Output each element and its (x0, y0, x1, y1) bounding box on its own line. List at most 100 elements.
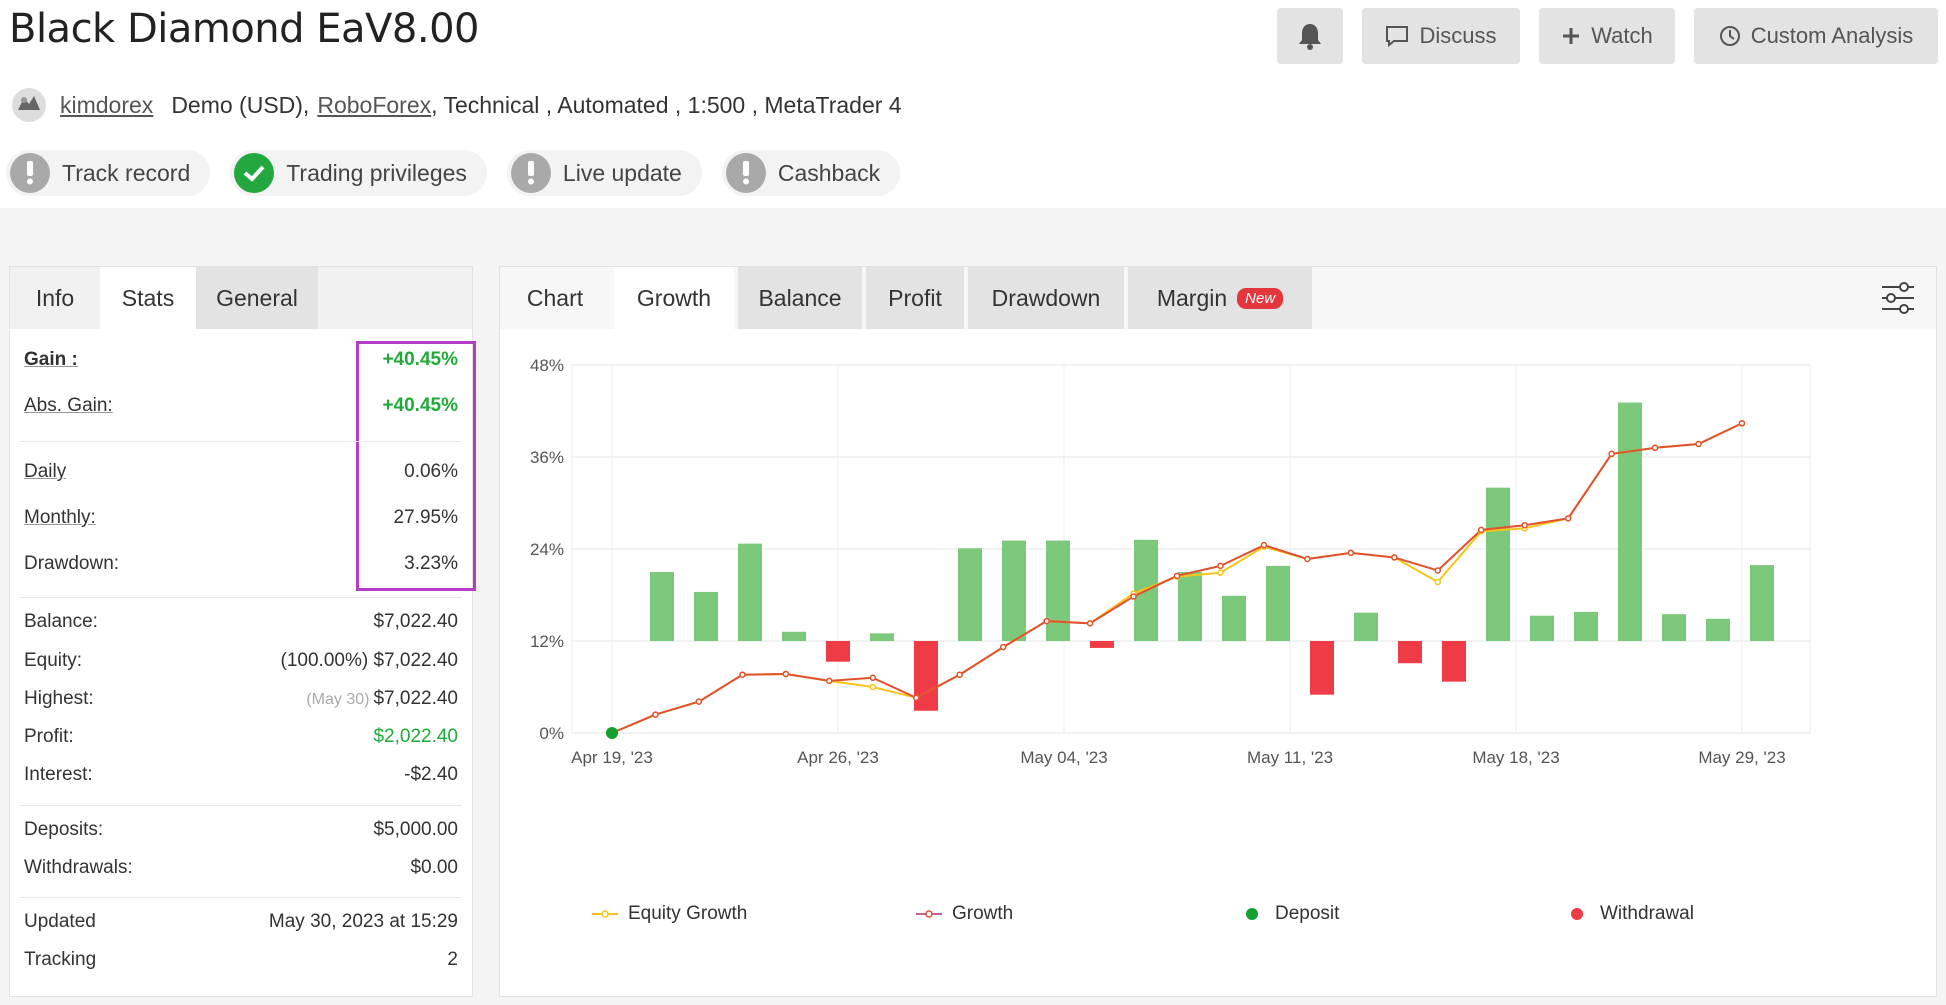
badge-track-record[interactable]: Track record (6, 150, 211, 196)
growth-point (956, 671, 963, 678)
highest-date: (May 30) (306, 691, 370, 708)
abs-gain-value: +40.45% (382, 395, 458, 416)
stat-interest: Interest: -$2.40 (24, 764, 458, 786)
check-icon (234, 153, 275, 193)
user-link[interactable]: kimdorex (60, 91, 154, 118)
gain-value: +40.45% (382, 349, 458, 370)
discuss-label: Discuss (1419, 23, 1497, 48)
tab-drawdown[interactable]: Drawdown (968, 267, 1124, 329)
discuss-button[interactable]: Discuss (1362, 8, 1520, 64)
profit-bar (1574, 611, 1598, 641)
gain-label[interactable]: Gain : (24, 349, 78, 370)
exclamation-icon (10, 153, 50, 193)
x-tick-label: Apr 26, '23 (797, 748, 879, 767)
stats-tabs: Info Stats General (10, 267, 472, 329)
growth-point (1260, 541, 1268, 549)
profit-bar (1706, 618, 1730, 641)
growth-point (1564, 515, 1572, 522)
broker-link[interactable]: RoboForex (317, 91, 432, 118)
growth-point (1043, 617, 1050, 625)
highlight-box (356, 341, 476, 591)
abs-gain-label[interactable]: Abs. Gain: (24, 395, 113, 416)
profit-bar (1662, 614, 1686, 641)
tab-balance[interactable]: Balance (738, 267, 862, 329)
legend-deposit[interactable]: Deposit (1245, 903, 1339, 925)
deposits-value: $5,000.00 (373, 819, 458, 840)
tab-info[interactable]: Info (35, 284, 75, 311)
x-tick-label: May 04, '23 (1020, 748, 1107, 767)
watch-button[interactable]: Watch (1539, 8, 1675, 64)
equity-point (1217, 569, 1224, 577)
tab-profit[interactable]: Profit (866, 267, 964, 329)
growth-point (739, 671, 746, 678)
notifications-button[interactable] (1277, 8, 1343, 64)
monthly-label[interactable]: Monthly: (24, 507, 96, 528)
growth-point (1738, 420, 1746, 427)
stat-monthly: Monthly: 27.95% (24, 507, 458, 529)
deposits-label: Deposits: (24, 819, 104, 840)
growth-point (1434, 567, 1442, 574)
withdrawals-label: Withdrawals: (24, 857, 133, 878)
filter-settings-icon[interactable] (1880, 281, 1916, 315)
comment-icon (1386, 26, 1409, 47)
daily-label[interactable]: Daily (24, 461, 67, 482)
y-tick-label: 24% (530, 540, 564, 559)
y-tick-label: 0% (539, 724, 564, 743)
watch-label: Watch (1591, 23, 1653, 48)
badge-live-update[interactable]: Live update (506, 150, 702, 196)
growth-point (695, 698, 703, 705)
legend-equity-growth[interactable]: Equity Growth (592, 903, 747, 925)
tab-general[interactable]: General (196, 267, 318, 329)
profit-bar (650, 572, 674, 641)
legend-withdrawal[interactable]: Withdrawal (1570, 903, 1694, 925)
clock-icon (1719, 26, 1740, 46)
profit-bar (1750, 565, 1774, 641)
badge-trading-privileges[interactable]: Trading privileges (230, 150, 487, 196)
balance-value: $7,022.40 (373, 611, 458, 632)
profit-label: Profit: (24, 726, 74, 747)
growth-point (1651, 444, 1659, 452)
y-tick-label: 12% (530, 632, 564, 651)
growth-point (652, 711, 659, 718)
badge-label: Live update (562, 159, 682, 186)
divider (20, 805, 462, 806)
equity-point (869, 683, 877, 691)
deposit-legend-marker (1246, 908, 1258, 920)
x-tick-label: May 11, '23 (1247, 748, 1333, 767)
tab-growth[interactable]: Growth (614, 267, 734, 329)
tab-stats[interactable]: Stats (100, 267, 196, 329)
legend-label: Growth (952, 903, 1014, 924)
tab-chart[interactable]: Chart (526, 284, 584, 311)
x-tick-label: May 18, '23 (1472, 748, 1559, 767)
daily-value: 0.06% (404, 461, 458, 482)
tab-margin[interactable]: Margin New (1128, 267, 1312, 329)
equity-label: Equity: (24, 650, 83, 671)
custom-analysis-button[interactable]: Custom Analysis (1694, 8, 1938, 64)
x-tick-label: Apr 19, '23 (571, 748, 653, 767)
badge-label: Trading privileges (286, 159, 467, 186)
profit-bar (958, 548, 982, 641)
badge-label: Track record (62, 159, 191, 186)
growth-point (1391, 554, 1398, 561)
profit-bar (1618, 402, 1642, 641)
stats-panel: Info Stats General Gain : +40.45% Abs. G… (9, 266, 476, 997)
profit-bar (870, 633, 894, 641)
stat-drawdown: Drawdown: 3.23% (24, 553, 458, 575)
tab-margin-label: Margin (1156, 284, 1228, 311)
divider (20, 897, 462, 898)
legend-label: Withdrawal (1600, 903, 1694, 924)
legend-growth[interactable]: Growth (916, 903, 1013, 925)
drawdown-value: 3.23% (404, 553, 458, 574)
profit-bar (1530, 615, 1554, 641)
highest-label: Highest: (24, 688, 94, 709)
stat-highest: Highest: (May 30) $7,022.40 (24, 688, 458, 710)
interest-label: Interest: (24, 764, 93, 785)
loss-bar (1398, 641, 1422, 664)
y-tick-label: 48% (530, 356, 564, 375)
badge-cashback[interactable]: Cashback (721, 150, 901, 196)
updated-value: May 30, 2023 at 15:29 (268, 911, 458, 932)
new-badge: New (1237, 287, 1284, 309)
divider (20, 597, 462, 598)
account-type: Demo (USD), (171, 91, 310, 118)
exclamation-icon (725, 153, 766, 193)
